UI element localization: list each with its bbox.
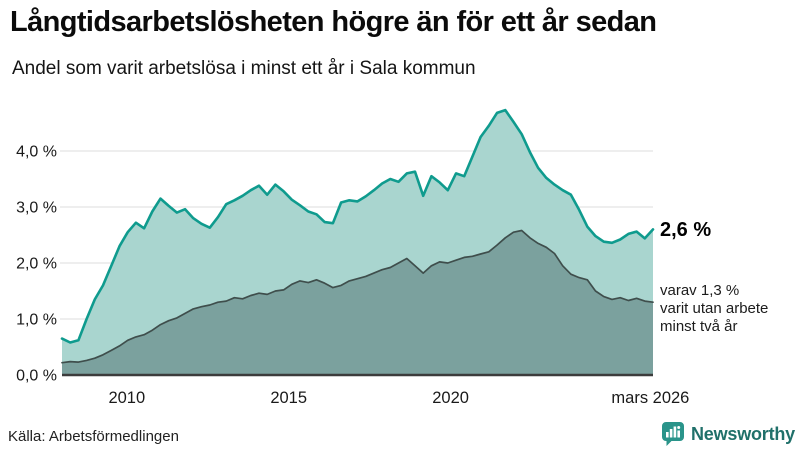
chart-title: Långtidsarbetslösheten högre än för ett …	[10, 6, 657, 38]
svg-text:mars 2026: mars 2026	[611, 389, 689, 407]
svg-text:4,0 %: 4,0 %	[16, 144, 57, 161]
source-label: Källa: Arbetsförmedlingen	[8, 428, 179, 445]
annotation-line: varav 1,3 %	[660, 282, 740, 299]
newsworthy-wordmark: Newsworthy	[690, 423, 795, 444]
svg-text:0,0 %: 0,0 %	[16, 368, 57, 385]
svg-text:2,0 %: 2,0 %	[16, 256, 57, 273]
svg-text:1,0 %: 1,0 %	[16, 312, 57, 329]
newsworthy-icon	[661, 422, 684, 446]
annotation-line: minst två år	[660, 318, 738, 335]
newsworthy-logo: Newsworthy	[660, 421, 795, 447]
secondary-series-annotation: varav 1,3 % varit utan arbete minst två …	[660, 282, 768, 336]
end-value-label: 2,6 %	[660, 219, 712, 241]
svg-text:2015: 2015	[270, 389, 307, 407]
chart-subtitle: Andel som varit arbetslösa i minst ett å…	[12, 58, 476, 79]
svg-text:2020: 2020	[432, 389, 469, 407]
svg-text:2010: 2010	[108, 389, 145, 407]
annotation-line: varit utan arbete	[660, 300, 769, 317]
svg-text:3,0 %: 3,0 %	[16, 200, 57, 217]
